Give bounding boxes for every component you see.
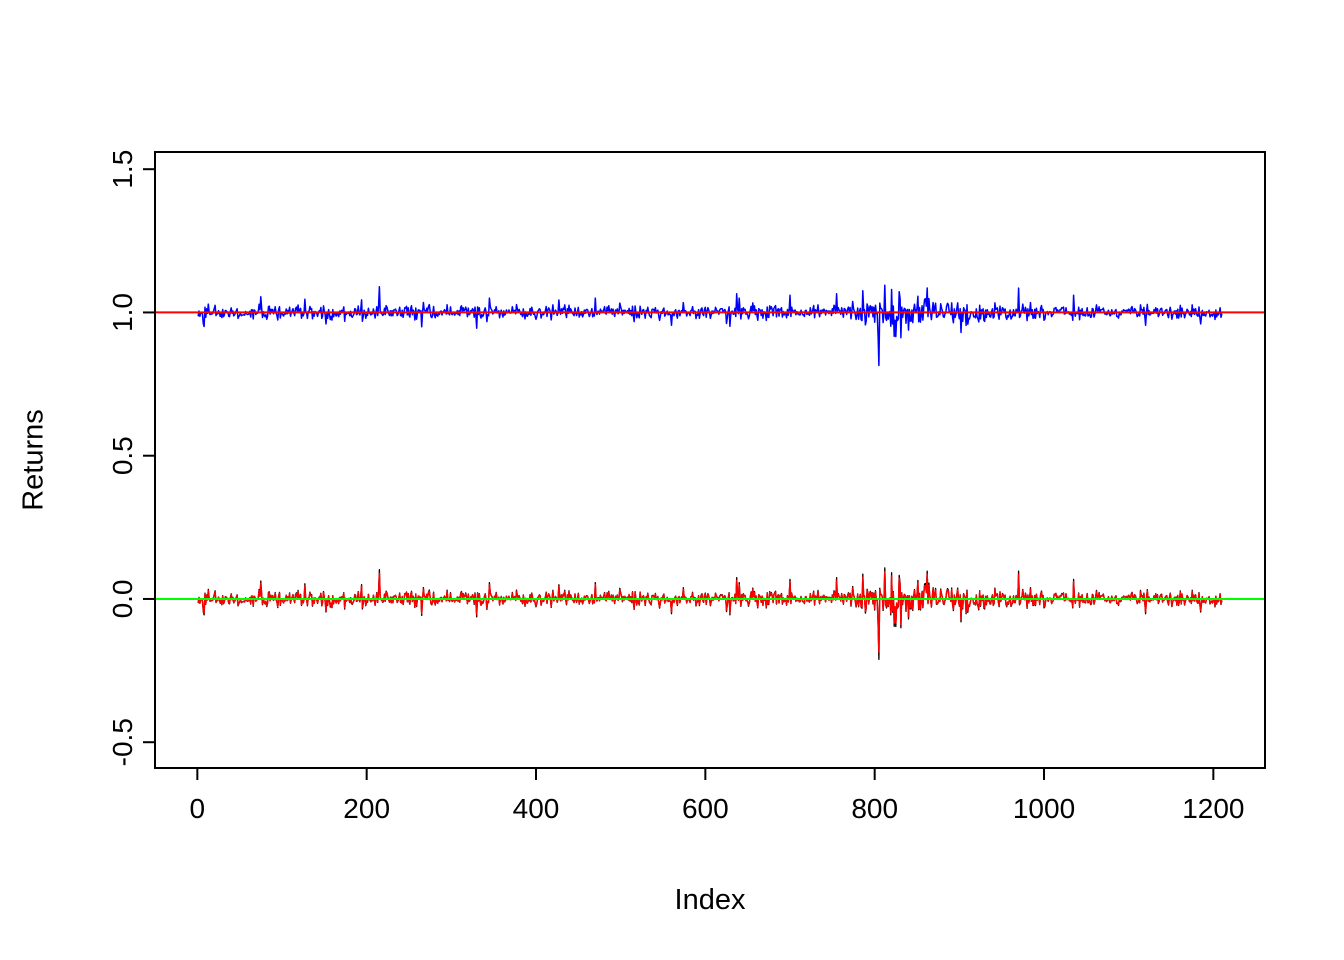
series-lower-line — [197, 570, 1223, 653]
y-tick-label: -0.5 — [107, 718, 138, 766]
x-tick-label: 0 — [190, 793, 206, 824]
y-tick-label: 0.0 — [107, 579, 138, 618]
x-tick-label: 1200 — [1182, 793, 1244, 824]
x-tick-label: 400 — [513, 793, 560, 824]
y-tick-label: 0.5 — [107, 436, 138, 475]
x-tick-label: 1000 — [1013, 793, 1075, 824]
y-tick-label: 1.0 — [107, 293, 138, 332]
x-axis-title: Index — [674, 884, 746, 916]
series-lower-underlay-line — [197, 567, 1223, 661]
plot-box — [154, 151, 1266, 769]
x-tick-label: 800 — [851, 793, 898, 824]
y-axis-title: Returns — [17, 409, 50, 511]
series-upper-line — [197, 284, 1223, 367]
x-tick-label: 600 — [682, 793, 729, 824]
y-tick-label: 1.5 — [107, 150, 138, 189]
x-tick-label: 200 — [343, 793, 390, 824]
